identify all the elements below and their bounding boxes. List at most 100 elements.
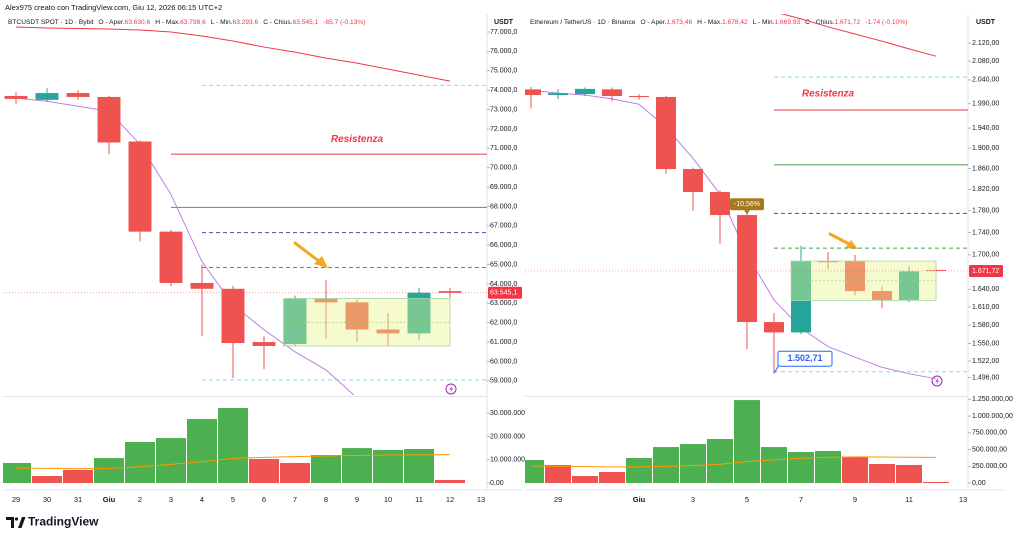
y-tick-label: 59.000,0 — [490, 378, 517, 385]
x-tick-label: 4 — [200, 495, 204, 504]
legend-label: O - Aper. — [640, 19, 666, 26]
x-tick-label: 29 — [12, 495, 20, 504]
y-tick-label: 2.080,00 — [972, 58, 999, 65]
candle-body — [899, 271, 919, 300]
volume-tick-label: 20.000.000 — [490, 433, 525, 440]
legend-label: H - Max. — [155, 19, 180, 26]
candle-body — [345, 302, 369, 330]
candle-body — [656, 96, 676, 170]
x-tick-label: 7 — [799, 495, 803, 504]
legend-symbol: BTCUSDT SPOT · 1D · Bybit — [8, 19, 94, 26]
axis-unit: USDT — [494, 19, 514, 26]
x-tick-label: 8 — [324, 495, 328, 504]
volume-bar — [842, 457, 868, 483]
volume-bar — [32, 476, 62, 483]
arrow-btc — [293, 241, 328, 268]
volume-bar — [435, 479, 465, 483]
y-tick-label: 1.700,00 — [972, 252, 999, 259]
volume-bar — [156, 438, 186, 483]
x-tick-label: 9 — [853, 495, 857, 504]
footer-brand: TradingView — [28, 515, 99, 529]
price-pane — [525, 14, 968, 380]
candle-body — [872, 291, 892, 300]
y-tick-label: 68.000,0 — [490, 203, 517, 210]
y-tick-label: 72.000,0 — [490, 126, 517, 133]
x-tick-label: 13 — [959, 495, 967, 504]
chart-panel: Ethereum / TetherUS · 1D · Binance O - Ap… — [525, 14, 1013, 504]
arrow-eth — [828, 232, 858, 249]
legend-label: H - Max. — [697, 19, 722, 26]
volume-bar — [404, 449, 434, 483]
legend-label: C - Chius. — [263, 19, 292, 26]
legend-value: 63.798,6 — [180, 19, 206, 26]
candle-body — [845, 261, 865, 292]
volume-tick-label: 0,00 — [972, 480, 986, 487]
volume-bar — [249, 459, 279, 483]
volume-bar — [653, 447, 679, 483]
volume-tick-label: 30.000.000 — [490, 410, 525, 417]
y-tick-label: 66.000,0 — [490, 242, 517, 249]
y-tick-label: 63.000,0 — [490, 300, 517, 307]
x-tick-label: 3 — [169, 495, 173, 504]
y-tick-label: 1.580,00 — [972, 322, 999, 329]
volume-bar — [311, 455, 341, 483]
volume-tick-label: 500.000,00 — [972, 446, 1007, 453]
x-tick-label: 13 — [477, 495, 485, 504]
candle-body — [252, 342, 276, 346]
callout-label: 1.502,71 — [787, 353, 822, 363]
volume-tick-label: 10.000.000 — [490, 457, 525, 464]
y-tick-label: 62.000,0 — [490, 320, 517, 327]
header: Alex975 creato con TradingView.com, Giu … — [5, 3, 222, 12]
x-tick-label: 11 — [415, 495, 423, 504]
volume-tick-label: 0,00 — [490, 480, 504, 487]
x-tick-label: 6 — [262, 495, 266, 504]
x-tick-label: 10 — [384, 495, 392, 504]
x-tick-label: 12 — [446, 495, 454, 504]
candle-body — [629, 96, 649, 98]
volume-bar — [626, 458, 652, 483]
candle-body — [97, 96, 121, 143]
ma-line — [780, 14, 937, 57]
volume-bar — [815, 451, 841, 483]
legend-label: O - Aper. — [99, 19, 125, 26]
y-tick-label: 60.000,0 — [490, 358, 517, 365]
candle-body — [764, 322, 784, 333]
y-tick-label: 1.550,00 — [972, 340, 999, 347]
candle-body — [128, 141, 152, 232]
x-tick-label: 5 — [231, 495, 235, 504]
candle-body — [221, 288, 245, 344]
x-tick-label: 3 — [691, 495, 695, 504]
price-pane — [3, 26, 487, 395]
price-label-bg — [969, 264, 1003, 277]
volume-bar — [734, 400, 760, 483]
legend: Ethereum / TetherUS · 1D · Binance O - Ap… — [530, 19, 907, 26]
legend-label: C - Chius. — [805, 19, 834, 26]
x-tick-label: Giu — [103, 495, 116, 504]
volume-bar — [125, 442, 155, 483]
y-tick-label: 61.000,0 — [490, 339, 517, 346]
y-tick-label: 65.000,0 — [490, 261, 517, 268]
y-tick-label: 73.000,0 — [490, 106, 517, 113]
alert-icon — [445, 383, 457, 395]
alert-icon — [931, 375, 943, 387]
candle-body — [548, 93, 568, 96]
legend-value: 63.545,1 — [293, 19, 319, 26]
volume-ma-line — [530, 456, 937, 468]
candle-body — [602, 89, 622, 97]
legend-label: L - Min. — [753, 19, 775, 26]
candle-body — [525, 89, 541, 96]
volume-pane — [525, 400, 949, 483]
y-tick-label: 2.040,00 — [972, 77, 999, 84]
y-tick-label: 71.000,0 — [490, 145, 517, 152]
volume-bar — [707, 439, 733, 483]
y-tick-label: 77.000,0 — [490, 29, 517, 36]
volume-bar — [94, 458, 124, 483]
volume-tick-label: 1.000.000,00 — [972, 413, 1013, 420]
volume-tick-label: 750.000,00 — [972, 430, 1007, 437]
volume-bar — [788, 452, 814, 483]
candle-body — [66, 93, 90, 97]
legend-value: 1.671,72 — [834, 19, 860, 26]
y-tick-label: 69.000,0 — [490, 184, 517, 191]
x-tick-label: 7 — [293, 495, 297, 504]
chart-panel: BTCUSDT SPOT · 1D · Bybit O - Aper.63.630… — [3, 14, 525, 504]
